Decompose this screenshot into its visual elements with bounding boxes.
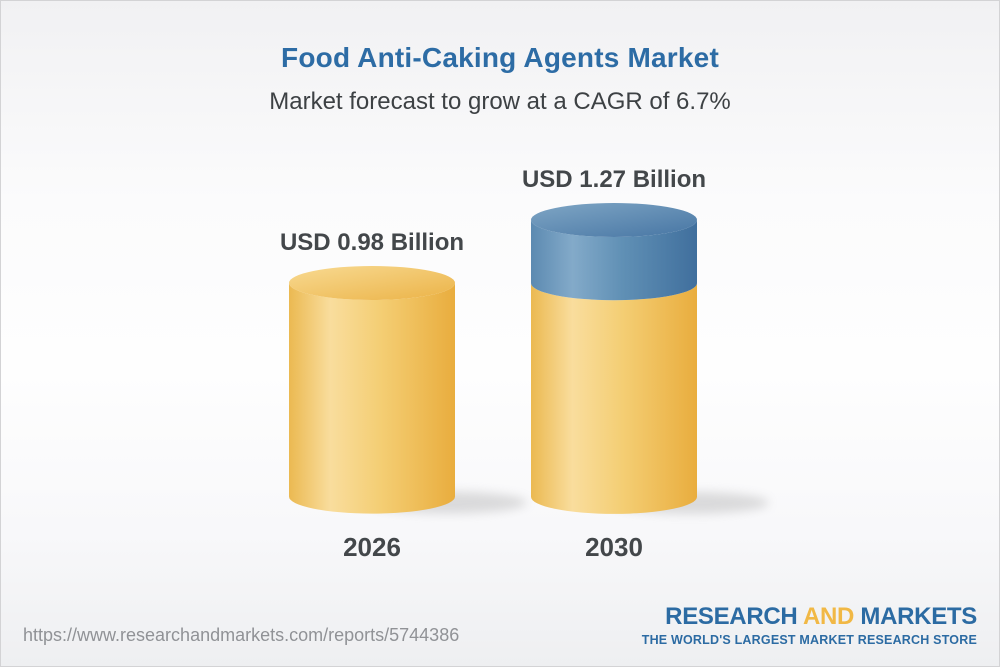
cylinder-base-segment [289, 283, 455, 514]
x-axis-label-2030: 2030 [585, 532, 643, 562]
cylinder-graphic [531, 203, 769, 515]
logo-wordmark: RESEARCH AND MARKETS [642, 605, 977, 629]
chart-subtitle: Market forecast to grow at a CAGR of 6.7… [269, 88, 731, 115]
bar-cylinder-2030 [531, 203, 777, 535]
cylinder-growth-segment [531, 220, 697, 301]
bar-cylinder-2026 [289, 266, 535, 535]
bar-value-label-2030: USD 1.27 Billion [521, 166, 707, 194]
chart-title: Food Anti-Caking Agents Market [281, 42, 719, 73]
bar-value-label-2026: USD 0.98 Billion [279, 229, 465, 257]
x-axis-label-2026: 2026 [343, 532, 401, 562]
logo-tagline: THE WORLD'S LARGEST MARKET RESEARCH STOR… [641, 633, 977, 647]
brand-logo: RESEARCH AND MARKETS THE WORLD'S LARGEST… [641, 605, 978, 648]
cylinder-graphic [289, 266, 527, 514]
logo-word-markets: MARKETS [860, 603, 977, 630]
logo-word-research: RESEARCH [665, 603, 798, 630]
logo-word-and: AND [802, 603, 855, 630]
cylinder-top-face [531, 203, 697, 238]
cylinder-base-segment [531, 283, 697, 515]
cylinder-top-face [289, 266, 455, 301]
report-url[interactable]: https://www.researchandmarkets.com/repor… [23, 625, 460, 645]
